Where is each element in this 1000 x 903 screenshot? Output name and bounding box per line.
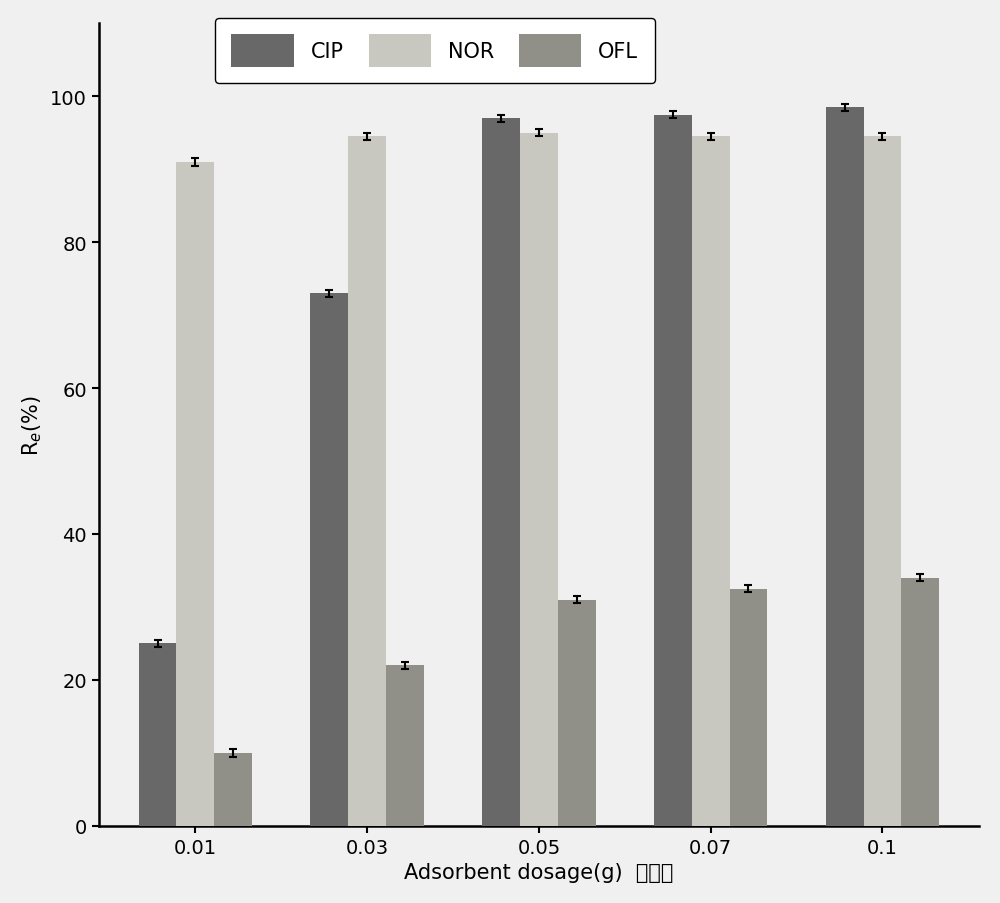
Bar bbox=[826, 108, 864, 826]
Bar bbox=[520, 134, 558, 826]
Y-axis label: R$_e$(%): R$_e$(%) bbox=[21, 395, 44, 455]
Bar bbox=[310, 294, 348, 826]
Bar bbox=[558, 600, 596, 826]
Bar bbox=[176, 163, 214, 826]
Bar bbox=[214, 753, 252, 826]
Bar bbox=[386, 666, 424, 826]
Bar bbox=[864, 137, 901, 826]
Bar bbox=[692, 137, 730, 826]
Legend: CIP, NOR, OFL: CIP, NOR, OFL bbox=[215, 19, 655, 84]
Bar bbox=[482, 119, 520, 826]
Bar bbox=[139, 644, 176, 826]
Bar bbox=[901, 578, 939, 826]
X-axis label: Adsorbent dosage(g)  吸附剂: Adsorbent dosage(g) 吸附剂 bbox=[404, 862, 674, 882]
Bar bbox=[654, 116, 692, 826]
Bar bbox=[730, 589, 767, 826]
Bar bbox=[348, 137, 386, 826]
